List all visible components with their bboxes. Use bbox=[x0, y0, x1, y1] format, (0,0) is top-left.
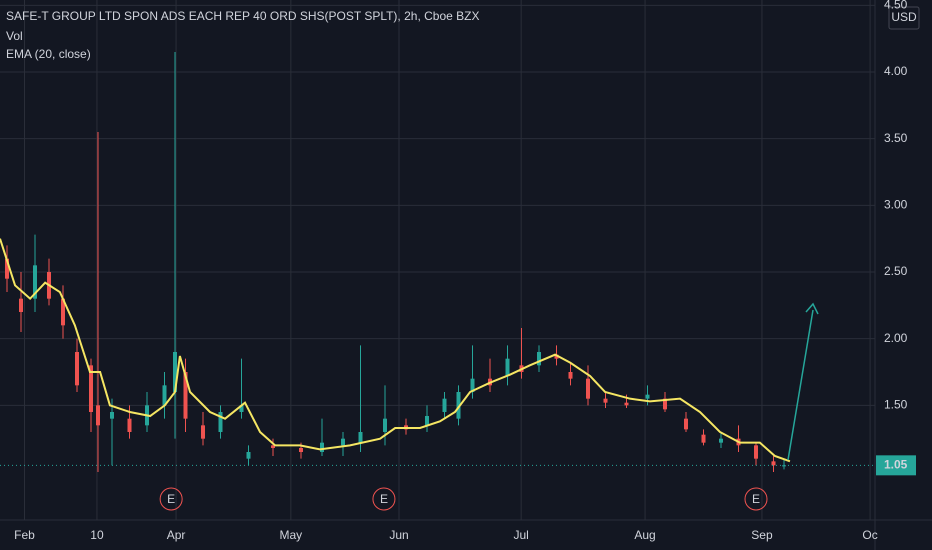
y-tick-label: 3.50 bbox=[884, 131, 908, 145]
candle-body bbox=[201, 425, 205, 439]
candle-body bbox=[383, 418, 387, 432]
candle-body bbox=[470, 378, 475, 392]
candle-body bbox=[771, 461, 776, 466]
candle-body bbox=[5, 258, 9, 279]
candle-body bbox=[19, 298, 23, 312]
y-tick-label: 2.50 bbox=[884, 264, 908, 278]
candle-body bbox=[33, 265, 37, 299]
candle-body bbox=[218, 412, 223, 432]
last-price-label: 1.05 bbox=[884, 458, 908, 472]
candle-body bbox=[505, 358, 510, 376]
candle-body bbox=[341, 438, 345, 446]
y-tick-label: 4.00 bbox=[884, 64, 908, 78]
candle-body bbox=[271, 445, 275, 448]
earnings-marker bbox=[159, 487, 183, 511]
candle-body bbox=[75, 352, 79, 386]
grid bbox=[0, 0, 875, 520]
x-tick-label: Aug bbox=[634, 528, 655, 542]
candle-body bbox=[537, 352, 541, 366]
x-tick-label: Apr bbox=[167, 528, 186, 542]
x-tick-label: 10 bbox=[90, 528, 104, 542]
candle-body bbox=[624, 402, 629, 406]
earnings-marker bbox=[372, 487, 396, 511]
candle-body bbox=[663, 398, 667, 410]
candle-body bbox=[61, 298, 65, 326]
candle-body bbox=[645, 394, 650, 399]
x-tick-label: Jul bbox=[513, 528, 528, 542]
candle-body bbox=[701, 434, 706, 443]
candle-body bbox=[568, 372, 573, 379]
candle-body bbox=[425, 416, 429, 426]
candle-body bbox=[173, 352, 177, 392]
candle-body bbox=[127, 418, 132, 432]
candle-body bbox=[162, 385, 167, 406]
arrow bbox=[787, 309, 814, 461]
earnings-label: E bbox=[380, 492, 388, 506]
x-tick-label: May bbox=[280, 528, 303, 542]
candle-body bbox=[246, 452, 251, 459]
indicator-label: EMA (20, close) bbox=[6, 47, 91, 61]
candle-body bbox=[442, 398, 447, 412]
candle-body bbox=[183, 372, 188, 419]
candle-body bbox=[320, 442, 324, 452]
candle-body bbox=[684, 418, 688, 430]
x-tick-label: Jun bbox=[389, 528, 408, 542]
candle-body bbox=[239, 405, 244, 412]
earnings-label: E bbox=[167, 492, 175, 506]
y-tick-label: 2.00 bbox=[884, 331, 908, 345]
y-tick-label: 1.50 bbox=[884, 398, 908, 412]
ema-line bbox=[0, 238, 791, 463]
candle-body bbox=[603, 398, 608, 403]
y-tick-label: 3.00 bbox=[884, 198, 908, 212]
arrow-head bbox=[805, 302, 819, 315]
volume-label: Vol bbox=[6, 29, 23, 43]
x-tick-label: Feb bbox=[14, 528, 35, 542]
candle-body bbox=[456, 392, 461, 419]
chart-title: SAFE-T GROUP LTD SPON ADS EACH REP 40 OR… bbox=[6, 9, 479, 23]
candle-body bbox=[89, 365, 93, 412]
candle-body bbox=[754, 445, 758, 459]
candle-body bbox=[358, 432, 363, 443]
candle-body bbox=[554, 354, 559, 359]
last-price-badge bbox=[876, 455, 916, 476]
x-tick-label: Oc bbox=[862, 528, 877, 542]
earnings-marker bbox=[744, 487, 768, 511]
currency-badge[interactable] bbox=[888, 6, 920, 30]
candle-body bbox=[719, 438, 723, 443]
candle-body bbox=[110, 412, 114, 419]
candle-body bbox=[299, 448, 303, 452]
candle-body bbox=[96, 405, 100, 426]
currency: USD bbox=[891, 10, 917, 24]
y-tick-label: 4.50 bbox=[884, 0, 908, 12]
earnings-label: E bbox=[752, 492, 760, 506]
candle-body bbox=[586, 378, 590, 399]
x-tick-label: Sep bbox=[751, 528, 773, 542]
